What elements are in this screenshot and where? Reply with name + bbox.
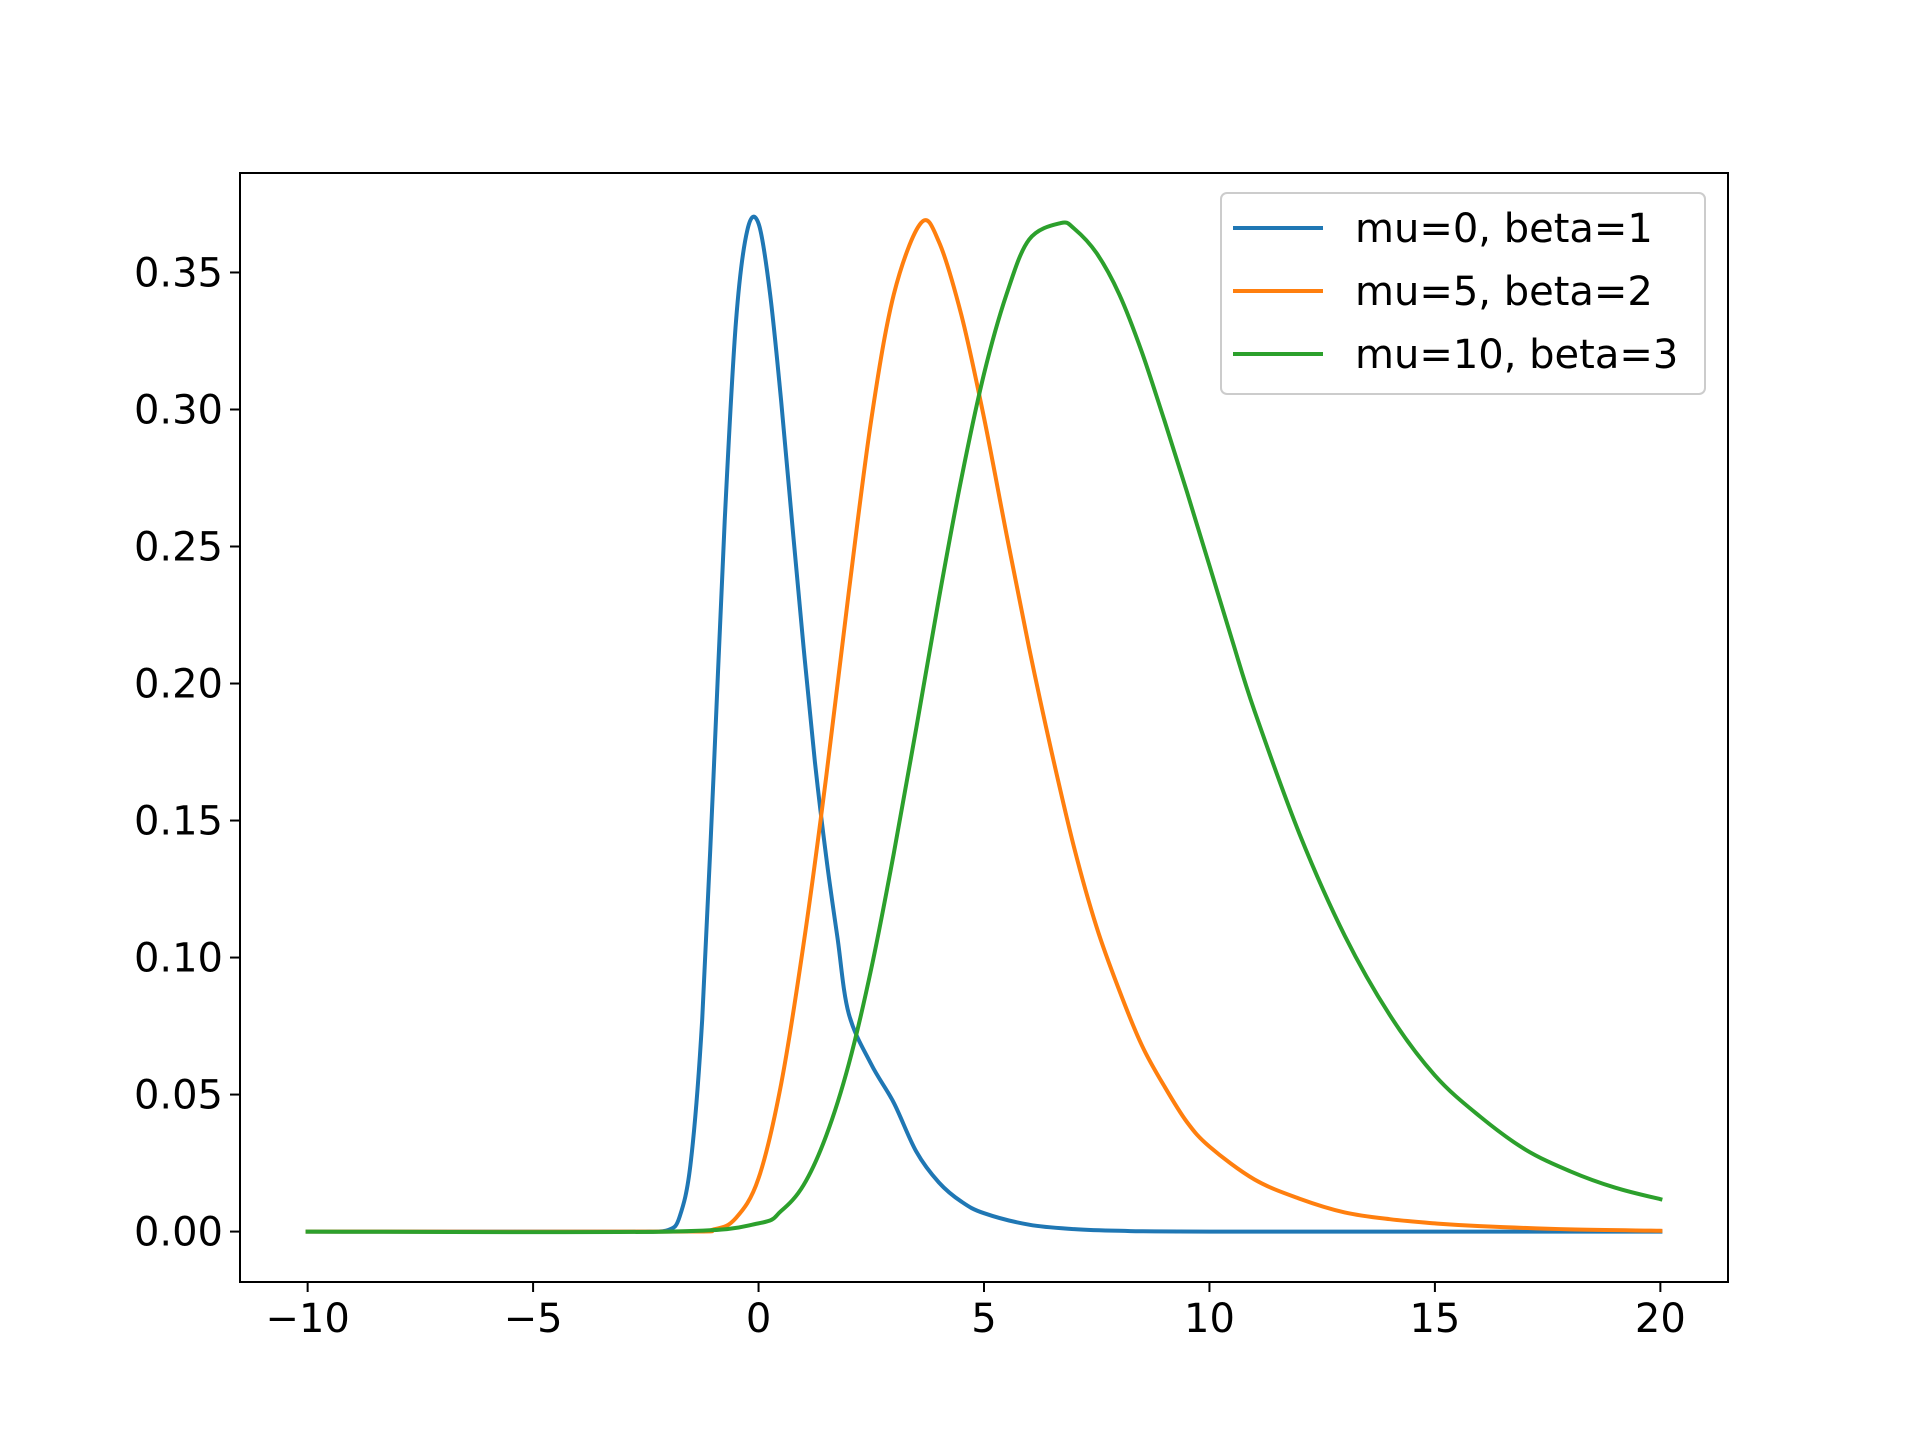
y-tick-label: 0.25 xyxy=(134,525,223,571)
legend-label: mu=5, beta=2 xyxy=(1355,269,1653,315)
legend-label: mu=0, beta=1 xyxy=(1355,206,1653,252)
x-axis: −10 −5 0 5 10 15 20 xyxy=(265,1282,1686,1342)
legend-label: mu=10, beta=3 xyxy=(1355,332,1678,378)
series-line-2 xyxy=(305,220,1663,1235)
y-axis: 0.00 0.05 0.10 0.15 0.20 0.25 0.30 0.35 xyxy=(134,250,240,1256)
legend-entry: mu=10, beta=3 xyxy=(1233,332,1678,378)
legend-entry: mu=5, beta=2 xyxy=(1233,269,1653,315)
x-tick-label: 0 xyxy=(746,1296,771,1342)
x-tick-label: 10 xyxy=(1184,1296,1235,1342)
legend-box xyxy=(1220,192,1706,395)
y-tick-label: 0.00 xyxy=(134,1210,223,1256)
x-tick-label: 5 xyxy=(971,1296,996,1342)
series-line-1 xyxy=(305,218,1663,1234)
y-tick-label: 0.20 xyxy=(134,662,223,708)
y-tick-label: 0.15 xyxy=(134,799,223,845)
series-line-0 xyxy=(305,214,1663,1234)
series-layer xyxy=(305,214,1663,1235)
legend-entry: mu=0, beta=1 xyxy=(1233,206,1653,252)
y-tick-label: 0.05 xyxy=(134,1073,223,1119)
x-tick-label: 15 xyxy=(1409,1296,1460,1342)
legend: mu=0, beta=1 mu=5, beta=2 mu=10, beta=3 xyxy=(1220,192,1706,395)
x-tick-label: −5 xyxy=(504,1296,563,1342)
x-tick-label: −10 xyxy=(265,1296,349,1342)
y-tick-label: 0.35 xyxy=(134,250,223,296)
x-tick-label: 20 xyxy=(1635,1296,1686,1342)
y-tick-label: 0.10 xyxy=(134,936,223,982)
y-tick-label: 0.30 xyxy=(134,387,223,433)
